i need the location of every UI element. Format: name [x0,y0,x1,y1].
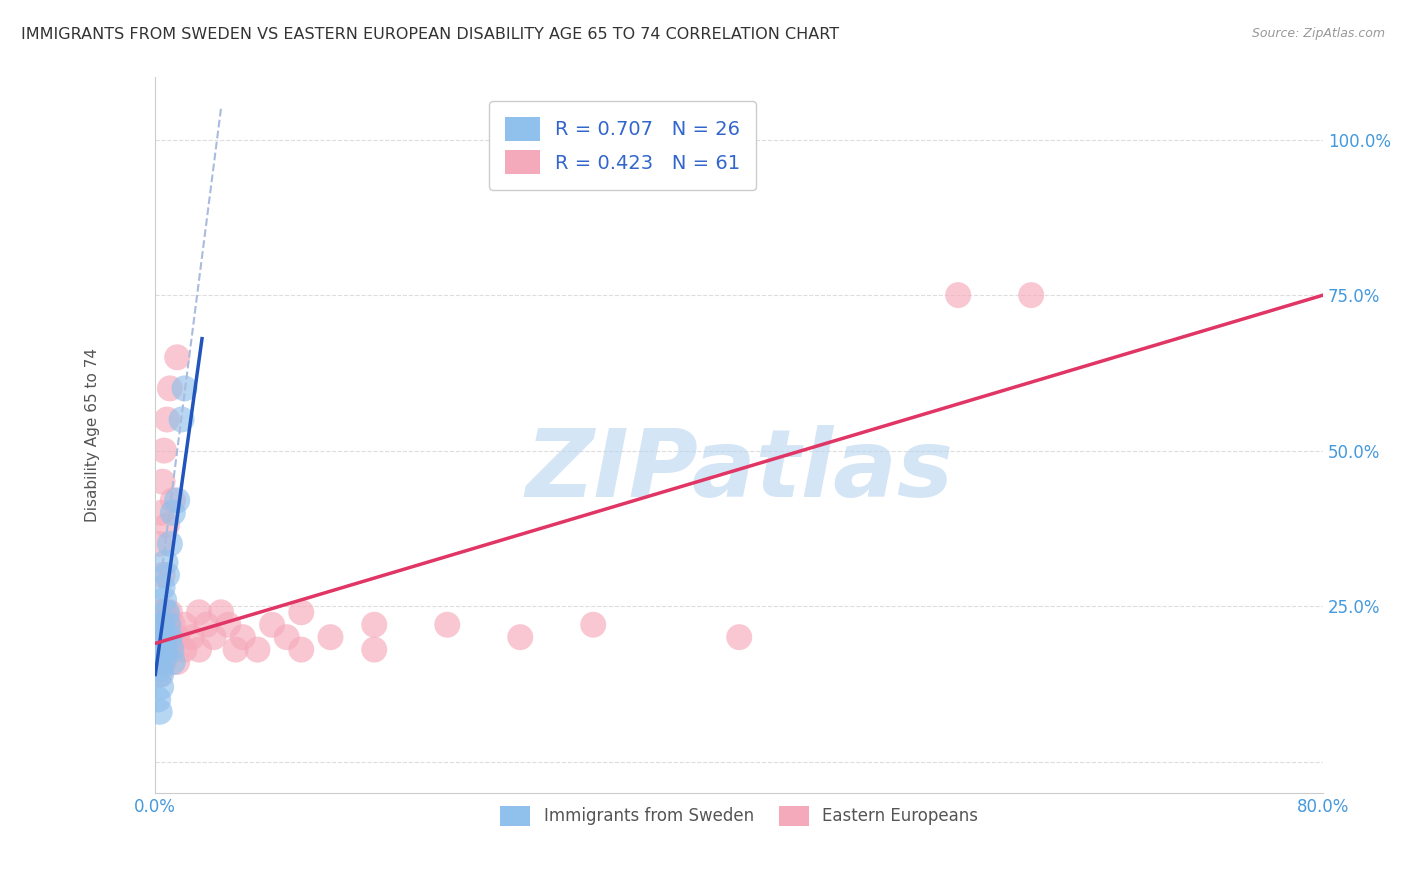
Legend: Immigrants from Sweden, Eastern Europeans: Immigrants from Sweden, Eastern European… [492,797,987,834]
Point [202,630,225,644]
Point [948,288,970,302]
Point [170,412,193,426]
Point [162,506,184,520]
Point [166,630,188,644]
Point [148,630,170,644]
Point [166,655,188,669]
Point [153,443,176,458]
Point [148,692,170,706]
Point [225,642,247,657]
Point [188,642,211,657]
Point [148,617,170,632]
Point [153,592,176,607]
Text: ZIPatlas: ZIPatlas [526,425,953,516]
Point [152,581,174,595]
Point [152,475,174,489]
Point [146,642,169,657]
Point [153,617,176,632]
Point [166,351,188,365]
Point [363,642,385,657]
Point [153,655,176,669]
Point [149,630,172,644]
Point [162,617,184,632]
Point [262,617,284,632]
Point [145,630,167,644]
Point [149,537,172,551]
Point [152,630,174,644]
Point [173,617,195,632]
Point [149,661,172,675]
Point [150,680,173,694]
Point [1019,288,1042,302]
Point [152,655,174,669]
Point [319,630,342,644]
Point [436,617,458,632]
Point [148,605,170,619]
Point [509,630,531,644]
Point [363,617,385,632]
Point [150,655,173,669]
Point [159,642,181,657]
Point [149,642,172,657]
Point [152,568,174,582]
Point [149,705,172,719]
Point [166,493,188,508]
Point [157,630,180,644]
Point [159,605,181,619]
Point [728,630,751,644]
Point [180,630,202,644]
Point [582,617,605,632]
Point [188,605,211,619]
Point [152,642,174,657]
Point [155,642,177,657]
Point [157,617,180,632]
Point [152,605,174,619]
Point [232,630,254,644]
Point [148,655,170,669]
Point [246,642,269,657]
Text: Source: ZipAtlas.com: Source: ZipAtlas.com [1251,27,1385,40]
Point [156,617,179,632]
Point [159,630,181,644]
Point [159,537,181,551]
Point [276,630,298,644]
Point [150,667,173,681]
Point [156,642,179,657]
Point [156,518,179,533]
Point [156,412,179,426]
Point [162,642,184,657]
Point [150,617,173,632]
Point [149,667,172,681]
Y-axis label: Disability Age 65 to 74: Disability Age 65 to 74 [86,348,100,522]
Point [146,617,169,632]
Point [149,642,172,657]
Point [209,605,232,619]
Point [156,568,179,582]
Point [162,493,184,508]
Point [150,506,173,520]
Point [152,617,174,632]
Point [155,556,177,570]
Point [160,642,183,657]
Point [173,381,195,395]
Point [155,605,177,619]
Point [217,617,239,632]
Point [159,381,181,395]
Point [156,605,179,619]
Point [290,605,312,619]
Point [173,642,195,657]
Point [155,630,177,644]
Point [195,617,218,632]
Point [153,630,176,644]
Point [290,642,312,657]
Point [162,655,184,669]
Text: IMMIGRANTS FROM SWEDEN VS EASTERN EUROPEAN DISABILITY AGE 65 TO 74 CORRELATION C: IMMIGRANTS FROM SWEDEN VS EASTERN EUROPE… [21,27,839,42]
